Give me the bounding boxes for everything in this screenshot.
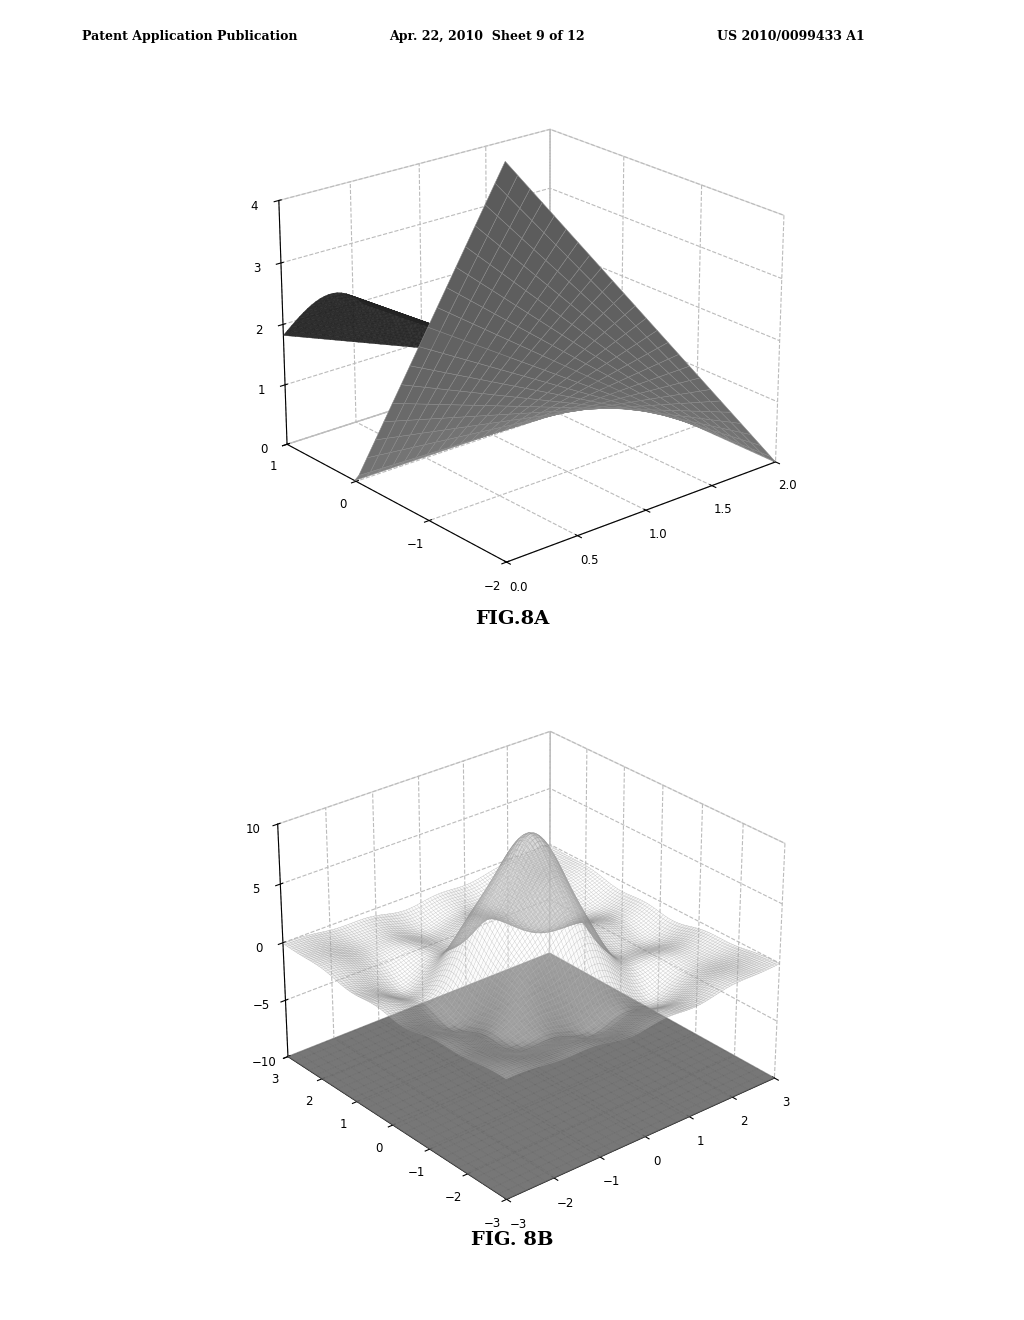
Text: FIG. 8B: FIG. 8B — [471, 1230, 553, 1249]
Text: Apr. 22, 2010  Sheet 9 of 12: Apr. 22, 2010 Sheet 9 of 12 — [389, 30, 585, 44]
Text: US 2010/0099433 A1: US 2010/0099433 A1 — [717, 30, 864, 44]
Text: Patent Application Publication: Patent Application Publication — [82, 30, 297, 44]
Text: FIG.8A: FIG.8A — [475, 610, 549, 628]
